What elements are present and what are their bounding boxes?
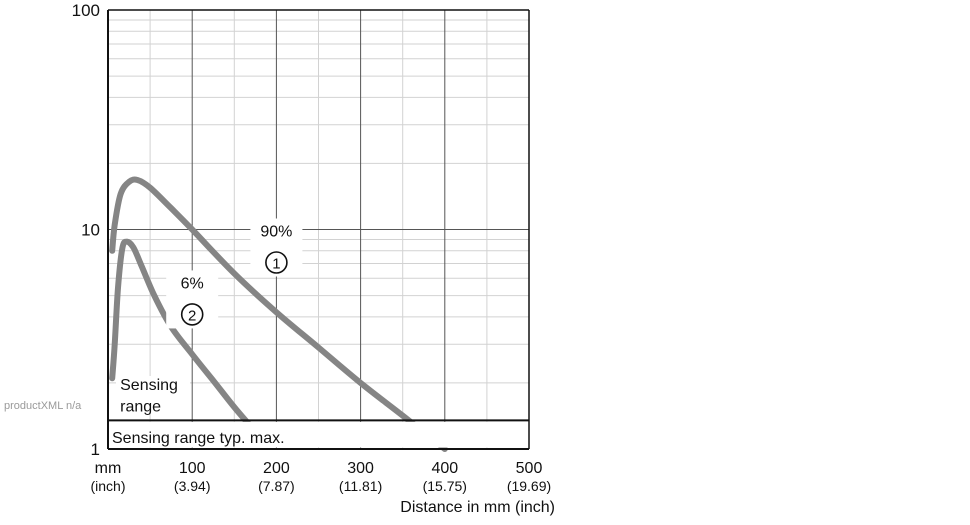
x-unit-label-inch: (inch) [90, 478, 125, 494]
sensing-range-annotation-bg [116, 376, 190, 412]
x-axis-title: Distance in mm (inch) [400, 499, 555, 516]
series-label-2: 6% [181, 275, 204, 292]
series-line-2 [109, 238, 259, 435]
series-marker-circle-2 [180, 303, 204, 326]
x-tick-sublabel: (3.94) [174, 478, 211, 494]
annotation-text-1: Sensing [120, 377, 178, 394]
x-tick-sublabel: (19.69) [507, 478, 551, 494]
x-tick-label: 500 [516, 460, 543, 477]
x-tick-sublabel: (7.87) [258, 478, 295, 494]
x-unit-label-mm: mm [95, 460, 122, 477]
series-marker-circle-1 [265, 251, 288, 274]
sensing-range-label-bg [109, 421, 528, 448]
y-tick-label: 1 [91, 440, 100, 459]
sensing-range-max-label: Sensing range typ. max. [112, 430, 285, 447]
y-tick-label: 100 [72, 1, 100, 20]
annotation-text-2: range [120, 398, 161, 415]
series-layer [109, 176, 448, 452]
series-marker-label-1: 1 [272, 256, 280, 273]
x-tick-sublabel: (11.81) [339, 478, 382, 494]
series-label-1: 90% [260, 224, 292, 241]
x-tick-sublabel: (15.75) [423, 478, 467, 494]
x-tick-label: 300 [347, 460, 374, 477]
label-layer: Sensing range typ. max. Sensing range 90% 1 6… [72, 1, 555, 516]
frame-layer [107, 9, 530, 450]
x-tick-label: 100 [179, 460, 206, 477]
series-line-1 [109, 176, 448, 452]
watermark-text: productXML n/a [4, 400, 82, 412]
x-tick-label: 400 [431, 460, 458, 477]
x-tick-label: 200 [263, 460, 290, 477]
series-marker-label-2: 2 [188, 307, 196, 324]
y-tick-label: 10 [81, 221, 100, 240]
